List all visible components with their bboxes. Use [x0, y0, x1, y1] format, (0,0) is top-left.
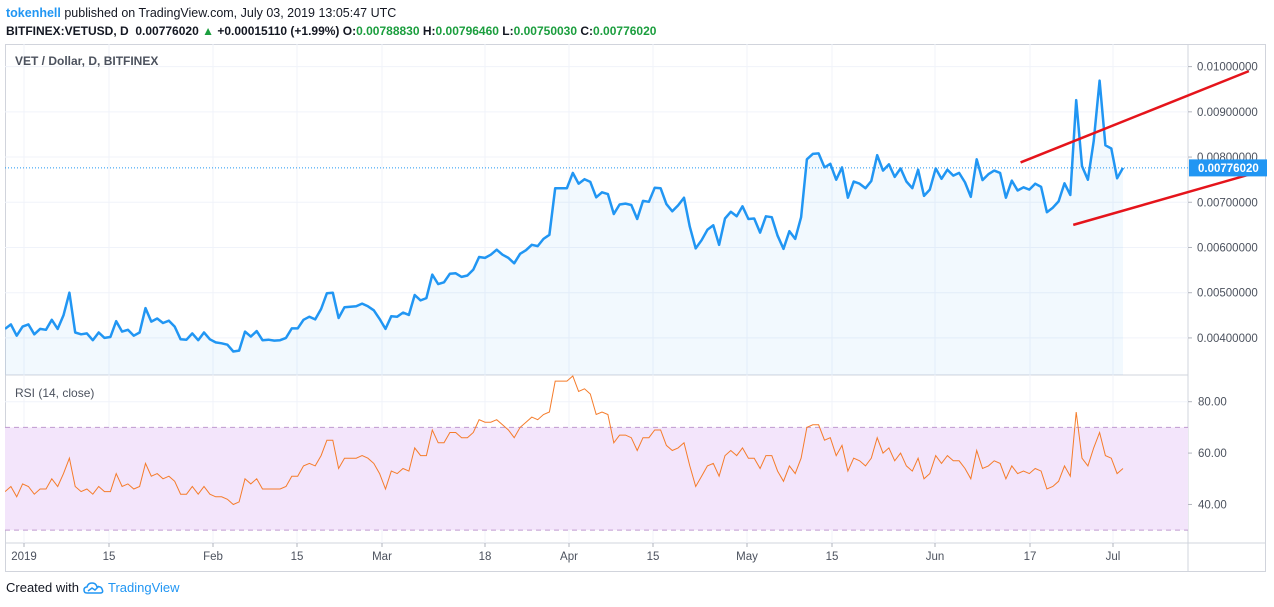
symbol-label: BITFINEX:VETUSD, D — [6, 24, 129, 38]
footer: Created with TradingView — [6, 580, 180, 595]
high-label: H: — [422, 24, 436, 38]
time-tick-label: Apr — [560, 551, 578, 563]
price-area-fill — [5, 80, 1123, 375]
rsi-band — [5, 427, 1188, 531]
price-tick-label: 0.01000000 — [1197, 62, 1258, 74]
rsi-series-line — [4, 375, 1124, 506]
time-tick-label: Jun — [926, 551, 945, 563]
price-tick-label: 0.00500000 — [1197, 288, 1258, 300]
trend-line[interactable] — [1020, 69, 1250, 164]
rsi-tick-label: 40.00 — [1198, 499, 1227, 511]
last-price-badge: 0.00776020 — [1189, 159, 1267, 177]
tradingview-brand[interactable]: TradingView — [83, 580, 180, 595]
price-tick-label: 0.00700000 — [1197, 197, 1258, 209]
price-tick-label: 0.00400000 — [1197, 333, 1258, 345]
time-tick-label: 15 — [826, 551, 839, 563]
published-text: published on TradingView.com, July 03, 2… — [64, 6, 397, 20]
price-panel-title: VET / Dollar, D, BITFINEX — [15, 54, 158, 68]
low-value: 0.00750030 — [513, 24, 578, 38]
price-series-line — [4, 79, 1125, 353]
rsi-panel-title: RSI (14, close) — [15, 386, 94, 400]
publish-info: tokenhell published on TradingView.com, … — [6, 4, 396, 22]
created-with-text: Created with — [6, 580, 79, 595]
time-tick-label: May — [736, 551, 758, 563]
time-tick-label: Feb — [203, 551, 223, 563]
low-label: L: — [502, 24, 514, 38]
rsi-band-group — [5, 426, 1188, 531]
chart-container[interactable]: 0.01000000 0.00900000 0.00800000 0.00700000… — [4, 44, 1274, 579]
price-tick-label: 0.00900000 — [1197, 107, 1258, 119]
rsi-tick-label: 80.00 — [1198, 397, 1227, 409]
ohlc-legend: BITFINEX:VETUSD, D 0.00776020 ▲ +0.00015… — [6, 22, 656, 40]
last-price-badge-bg — [1189, 159, 1267, 177]
time-tick-label: 18 — [479, 551, 492, 563]
time-tick-label: 17 — [1024, 551, 1037, 563]
up-arrow-icon: ▲ — [202, 24, 214, 38]
time-tick-label: 15 — [647, 551, 660, 563]
time-tick-label: 2019 — [11, 551, 37, 563]
author-name[interactable]: tokenhell — [6, 6, 61, 20]
rsi-tick-label: 60.00 — [1198, 448, 1227, 460]
close-value: 0.00776020 — [593, 24, 657, 38]
chart-svg[interactable]: 0.010000000.009000000.008000000.00700000… — [4, 44, 1274, 574]
close-label: C: — [580, 24, 594, 38]
rsi-axis-ticks: 80.00 60.00 40.00 — [1188, 397, 1227, 511]
time-tick-label: Jul — [1106, 551, 1121, 563]
last-price: 0.00776020 — [135, 24, 199, 38]
time-tick-label: 15 — [291, 551, 304, 563]
price-change: +0.00015110 (+1.99%) — [217, 24, 340, 38]
time-tick-label: 15 — [103, 551, 116, 563]
price-axis-ticks: 0.010000000.009000000.008000000.00700000… — [1188, 62, 1258, 345]
last-price-badge-text: 0.00776020 — [1198, 163, 1259, 175]
open-label: O: — [342, 24, 357, 38]
high-value: 0.00796460 — [435, 24, 499, 38]
price-tick-label: 0.00600000 — [1197, 242, 1258, 254]
time-axis-ticks: 2019 15 Feb 15 Mar 18 Apr 15 May 15 Jun 17 Jul — [11, 543, 1120, 563]
open-value: 0.00788830 — [356, 24, 420, 38]
time-tick-label: Mar — [372, 551, 392, 563]
tradingview-label: TradingView — [107, 580, 180, 595]
tradingview-cloud-icon — [83, 581, 104, 594]
chart-frame — [5, 44, 1266, 572]
